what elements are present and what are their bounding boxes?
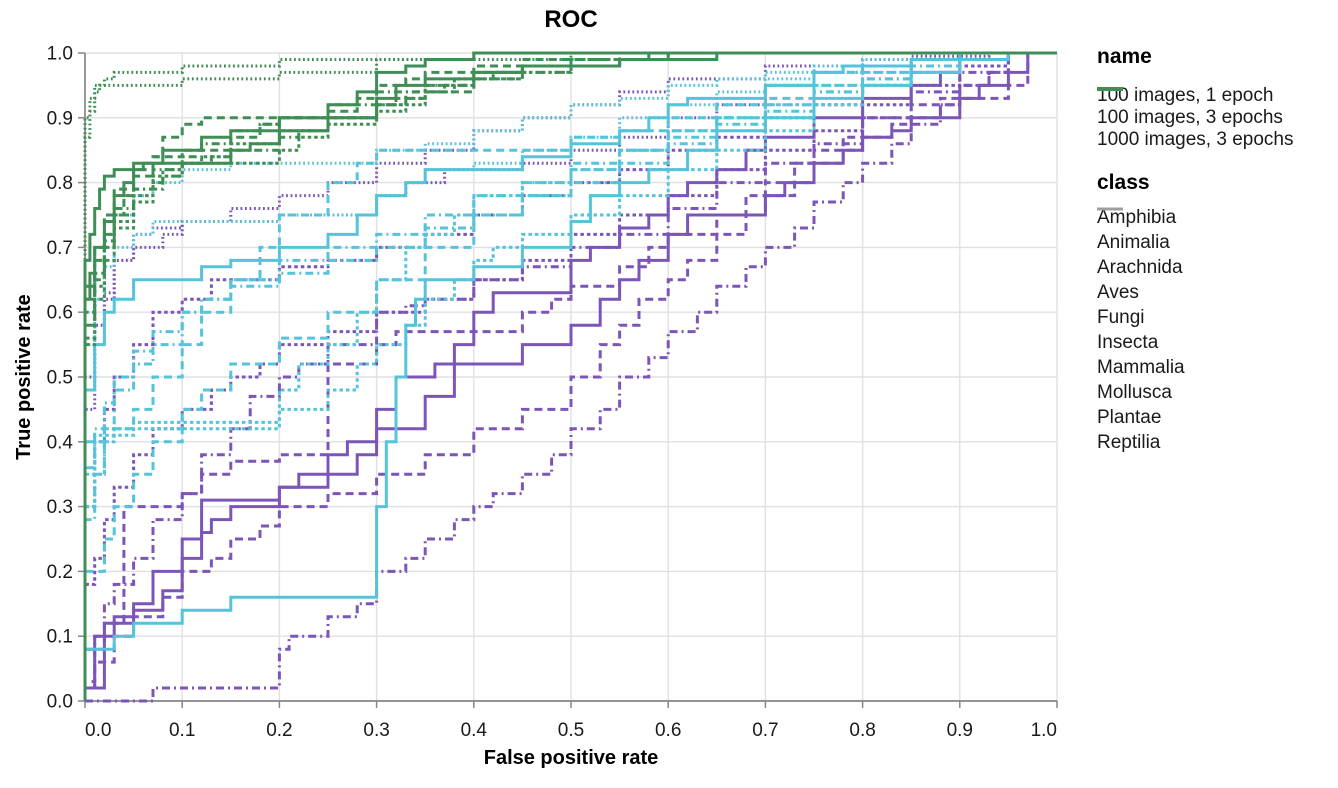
legend-class-item-label: Mammalia bbox=[1097, 356, 1185, 378]
x-tick-label: 0.7 bbox=[752, 720, 778, 741]
roc-curve-100-images-3-epochs-Arachnida bbox=[83, 51, 1057, 701]
legend-class-item-label: Insecta bbox=[1097, 331, 1159, 353]
roc-curve-100-images-3-epochs-Reptilia bbox=[83, 51, 1057, 701]
legend-class-item-label: Mollusca bbox=[1097, 381, 1172, 403]
legend-name-item-label: 1000 images, 3 epochs bbox=[1097, 129, 1294, 150]
legend-class-item: Arachnida bbox=[1097, 207, 1185, 280]
legend-name-items: 100 images, 1 epoch 100 images, 3 epochs 1… bbox=[1097, 85, 1293, 151]
x-tick-label: 0.0 bbox=[85, 720, 111, 741]
roc-curve-100-images-1-epoch-Fungi bbox=[85, 51, 1057, 703]
roc-curve-100-images-3-epochs-Fungi bbox=[83, 51, 1057, 701]
legend-class-item-label: Fungi bbox=[1097, 306, 1145, 328]
legend-class-items: Amphibia Animalia Arachnida Aves Fungi Insect… bbox=[1097, 205, 1185, 455]
roc-curve-100-images-3-epochs-Mollusca bbox=[83, 51, 1057, 701]
roc-curve-100-images-3-epochs-Plantae bbox=[83, 51, 1057, 701]
x-tick-label: 0.9 bbox=[947, 720, 973, 741]
legend-class-item: Reptilia bbox=[1097, 207, 1185, 455]
roc-curve-100-images-1-epoch-Plantae bbox=[83, 51, 1057, 701]
roc-curve-1000-images-3-epochs-Plantae bbox=[83, 51, 1057, 701]
y-tick-label: 0.6 bbox=[47, 303, 73, 324]
legend-name-item: 100 images, 3 epochs bbox=[1097, 87, 1293, 129]
y-tick-label: 0.1 bbox=[47, 627, 73, 648]
x-tick-label: 0.6 bbox=[655, 720, 681, 741]
roc-curve-1000-images-3-epochs-Reptilia bbox=[83, 51, 1057, 701]
legend-class-item: Insecta bbox=[1097, 207, 1185, 355]
roc-curve-1000-images-3-epochs-Fungi bbox=[83, 51, 1057, 701]
x-tick-label: 0.4 bbox=[461, 720, 488, 741]
legend-class-item: Mammalia bbox=[1097, 207, 1185, 380]
y-tick-label: 0.0 bbox=[47, 692, 73, 713]
x-tick-label: 0.8 bbox=[849, 720, 875, 741]
legend-swatch-line bbox=[1097, 207, 1123, 211]
y-tick-label: 0.5 bbox=[47, 368, 73, 389]
legend-class-item: Animalia bbox=[1097, 207, 1185, 255]
y-axis-title: True positive rate bbox=[13, 294, 35, 460]
legend-class-item-label: Amphibia bbox=[1097, 206, 1177, 228]
x-tick-label: 0.5 bbox=[558, 720, 584, 741]
legend-class-title: class bbox=[1097, 171, 1150, 194]
y-tick-label: 0.7 bbox=[47, 238, 73, 259]
roc-curve-100-images-1-epoch-Mammalia bbox=[83, 51, 1057, 701]
y-tick-label: 0.4 bbox=[47, 432, 74, 453]
legend-name-item-label: 100 images, 3 epochs bbox=[1097, 107, 1283, 128]
roc-curve-100-images-1-epoch-Animalia bbox=[83, 51, 1057, 701]
legend-name-item: 1000 images, 3 epochs bbox=[1097, 87, 1294, 151]
legend-class-item-label: Arachnida bbox=[1097, 256, 1183, 278]
roc-curve-100-images-1-epoch-Reptilia bbox=[83, 51, 1057, 701]
roc-curve-1000-images-3-epochs-Insecta bbox=[83, 51, 1057, 701]
x-axis-title: False positive rate bbox=[483, 747, 659, 769]
roc-curve-100-images-3-epochs-Amphibia bbox=[83, 51, 1057, 701]
roc-curve-1000-images-3-epochs-Mollusca bbox=[83, 51, 1057, 701]
legend-name-item-label: 100 images, 1 epoch bbox=[1097, 85, 1274, 106]
y-tick-label: 0.8 bbox=[47, 173, 73, 194]
legend-class-item: Aves bbox=[1097, 207, 1185, 305]
roc-curve-100-images-1-epoch-Amphibia bbox=[83, 51, 1057, 701]
roc-curve-100-images-3-epochs-Insecta bbox=[83, 51, 1057, 701]
y-tick-label: 0.2 bbox=[47, 562, 73, 583]
x-tick-label: 0.1 bbox=[169, 720, 195, 741]
x-tick-label: 1.0 bbox=[1031, 720, 1057, 741]
legend-name-item: 100 images, 1 epoch bbox=[1097, 85, 1293, 107]
legend-swatch-line bbox=[1097, 87, 1123, 91]
y-tick-label: 1.0 bbox=[47, 44, 73, 65]
legend-class-item: Fungi bbox=[1097, 207, 1185, 330]
legend-class-item-label: Aves bbox=[1097, 281, 1139, 303]
legend-class-item-label: Plantae bbox=[1097, 406, 1162, 428]
x-tick-label: 0.3 bbox=[363, 720, 389, 741]
legend-class-item: Plantae bbox=[1097, 207, 1185, 430]
roc-curve-1000-images-3-epochs-Animalia bbox=[83, 51, 1057, 701]
legend-class-item-label: Reptilia bbox=[1097, 431, 1161, 453]
y-tick-label: 0.3 bbox=[47, 497, 73, 518]
roc-curve-1000-images-3-epochs-Arachnida bbox=[83, 51, 1057, 701]
y-tick-label: 0.9 bbox=[47, 108, 73, 129]
legend-class-item-label: Animalia bbox=[1097, 231, 1170, 253]
legend-name-title: name bbox=[1097, 45, 1152, 68]
roc-curves bbox=[83, 51, 1057, 703]
chart-title: ROC bbox=[544, 6, 598, 33]
legend-class-item: Mollusca bbox=[1097, 207, 1185, 405]
tick-labels: 0.0 0.1 0.2 0.3 0.4 0.5 0.6 0.7 0.8 0.9 1.0 0.0 0.1 0… bbox=[47, 44, 1057, 742]
x-tick-label: 0.2 bbox=[266, 720, 292, 741]
